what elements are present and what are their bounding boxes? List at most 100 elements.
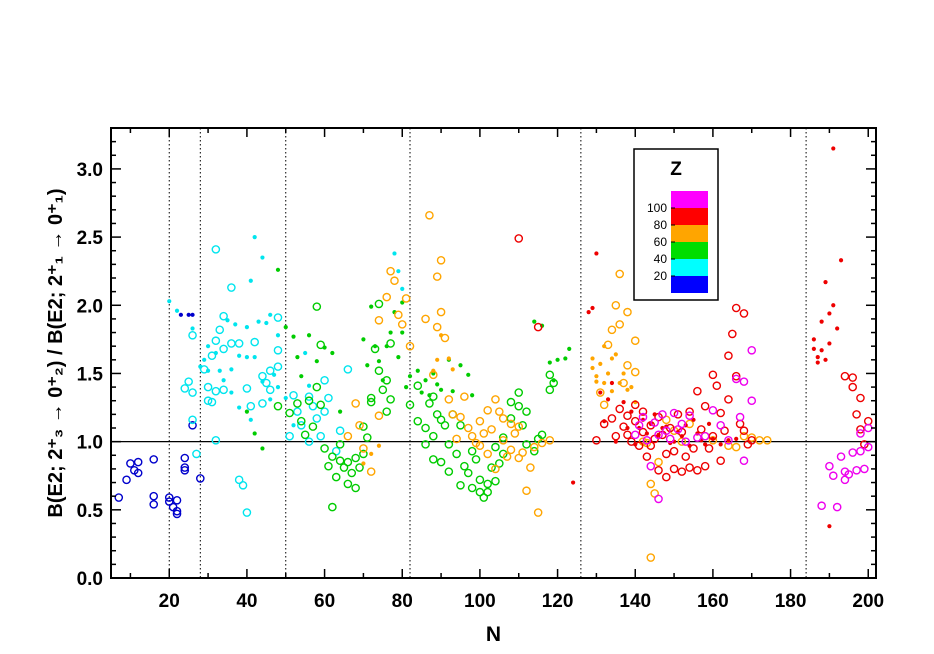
data-point-open [689,444,698,453]
data-point-open [646,479,656,489]
data-point-filled [827,524,832,529]
data-point-open [704,444,714,453]
data-point-open [386,395,395,404]
data-point-open [172,495,182,505]
data-point-filled [811,337,816,342]
data-point-open [642,435,652,445]
data-point-open [382,292,392,302]
data-point-filled [609,356,615,361]
data-point-open [856,393,865,403]
data-point-open [642,452,652,461]
data-point-filled [306,383,312,388]
plot-frame [110,127,877,579]
data-point-open [425,399,434,408]
data-point-filled [551,378,556,383]
data-point-open [374,315,384,325]
data-point-filled [823,357,828,362]
data-point-filled [260,379,265,384]
y-axis-ticks: 0.0 0.5 1.0 1.5 2.0 2.5 3.0 [77,140,876,590]
x-tick-label: 100 [464,591,496,612]
data-point-open [207,397,217,407]
data-point-open [510,429,520,438]
data-point-open [514,388,524,397]
data-point-open [227,283,236,292]
data-point-filled [679,434,684,439]
data-point-filled [291,334,296,339]
data-point-open [696,425,706,434]
data-point-filled [590,305,595,311]
data-point-open [840,371,850,381]
x-tick-label: 60 [314,591,335,612]
data-point-open [693,465,702,475]
data-point-filled [178,312,183,317]
data-point-filled [283,395,288,401]
data-point-filled [213,350,218,356]
data-point-open [335,440,345,449]
data-point-filled [380,378,385,383]
data-point-open [514,453,524,463]
data-point-open [739,426,749,436]
data-point-open [207,351,217,361]
data-point-filled [268,397,273,402]
data-point-open [308,422,318,431]
data-point-filled [617,380,622,386]
data-point-open [537,430,547,440]
data-point-open [366,467,376,476]
data-point-filled [384,344,389,349]
data-point-open [860,464,869,474]
data-point-open [630,430,640,440]
data-point-open [630,367,640,377]
data-point-open [359,449,368,459]
data-point-open [724,351,733,361]
data-point-open [673,425,683,434]
data-point-open [708,370,718,380]
data-point-filled [555,357,560,362]
data-point-filled [275,384,281,390]
data-point-open [467,446,477,456]
data-point-open [304,437,314,446]
data-point-open [386,339,395,348]
y-tick-label: 1.0 [77,433,103,454]
data-point-open [669,408,679,418]
data-point-open [432,410,442,419]
data-point-open [215,325,225,335]
data-point-filled [299,374,304,379]
legend-tick-label: 100 [647,201,667,215]
data-point-filled [338,409,343,414]
data-point-open [172,509,182,519]
data-point-filled [438,387,444,392]
data-point-filled [202,357,207,362]
data-point-open [285,408,294,418]
data-point-open [413,381,423,391]
y-tick-label: 0.5 [77,501,104,522]
data-point-open [339,463,349,472]
data-point-open [665,434,675,444]
data-point-filled [435,382,440,387]
data-point-open [164,497,174,506]
data-point-open [526,463,535,472]
data-point-open [739,309,749,318]
data-point-open [747,345,757,355]
legend-tick-label: 60 [654,235,668,249]
data-point-open [685,463,694,472]
data-point-filled [594,379,599,384]
data-point-open [673,410,683,419]
data-point-open [355,420,364,430]
data-point-open [320,375,329,385]
data-point-open [650,489,659,498]
data-point-open [529,446,539,456]
data-point-open [615,320,625,329]
data-point-open [452,449,461,459]
data-point-open [498,435,508,445]
data-point-open [545,370,555,380]
data-point-filled [594,374,599,379]
data-point-open [646,441,656,451]
data-point-open [848,448,858,457]
x-axis-ticks: 20 40 60 80 100 120 140 160 180 200 [129,128,884,612]
data-point-filled [404,384,409,390]
x-axis-label: N [486,623,501,646]
data-point-open [634,420,644,430]
data-point-open [180,465,190,475]
data-point-open [296,420,306,430]
